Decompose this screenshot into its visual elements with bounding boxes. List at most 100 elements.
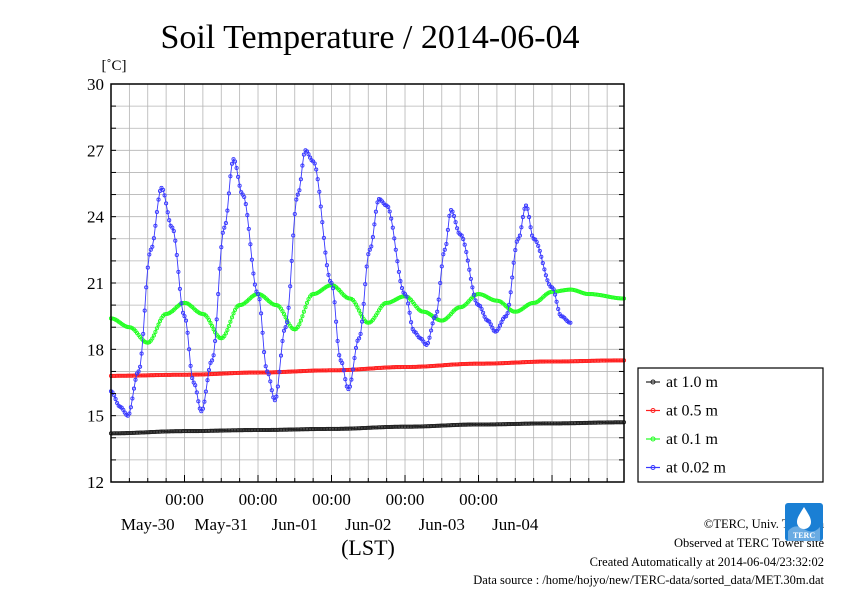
series-point	[277, 369, 282, 374]
series-point	[540, 261, 545, 266]
x-time-tick-label: 00:00	[239, 490, 278, 509]
legend-label: at 0.1 m	[666, 431, 719, 448]
series-point	[315, 177, 320, 182]
series-point	[136, 369, 141, 374]
series-point	[358, 331, 363, 336]
series-point	[361, 301, 366, 306]
series-point	[436, 297, 441, 302]
series-point	[170, 225, 175, 230]
series-point	[278, 353, 284, 358]
series-point	[285, 320, 290, 325]
series-point	[225, 327, 230, 333]
series-point	[390, 225, 395, 230]
series-point	[251, 271, 256, 276]
series-point	[568, 320, 573, 325]
series-point	[363, 282, 368, 287]
series-point	[479, 306, 484, 312]
series-point	[304, 300, 310, 305]
y-tick-label: 15	[87, 407, 104, 426]
series-point	[188, 363, 193, 368]
x-time-tick-label: 00:00	[459, 490, 498, 509]
series-point	[330, 286, 336, 291]
series-point	[392, 236, 397, 241]
series-point	[266, 372, 271, 377]
series-point	[508, 290, 513, 295]
x-date-tick-label: May-31	[194, 515, 248, 534]
series-point	[257, 297, 262, 302]
series-point	[243, 202, 248, 207]
series-point	[399, 286, 405, 291]
series-point	[369, 244, 374, 249]
series-point	[142, 308, 147, 313]
series-point	[444, 241, 449, 247]
terc-logo-text: TERC	[793, 531, 815, 540]
legend-swatch-marker	[650, 436, 656, 442]
series-point	[193, 383, 198, 388]
series-point	[306, 152, 311, 157]
series-point	[435, 309, 440, 314]
series-point	[297, 322, 302, 327]
y-tick-label: 18	[87, 340, 104, 359]
series-point	[226, 323, 231, 329]
series-point	[453, 220, 458, 225]
series-point	[317, 189, 322, 194]
series-point	[150, 244, 155, 249]
data-source-text: Data source : /home/hojyo/new/TERC-data/…	[473, 573, 824, 587]
series-point	[210, 358, 215, 363]
series-point	[205, 378, 210, 383]
series-point	[289, 258, 294, 263]
series-point	[468, 276, 473, 281]
series-point	[268, 379, 273, 384]
series-point	[229, 161, 235, 166]
series-point	[252, 282, 257, 287]
series-point	[467, 267, 472, 272]
series-point	[138, 364, 143, 369]
series-point	[350, 367, 356, 372]
series-point	[139, 351, 144, 356]
legend: at 1.0 m at 0.5 m at 0.1 m at 0.02 m	[637, 367, 824, 483]
series-point	[223, 331, 228, 336]
series-point	[262, 350, 267, 355]
series-point	[465, 258, 470, 263]
series-point	[216, 292, 221, 297]
series-point	[214, 317, 219, 322]
series-point	[173, 238, 178, 243]
series-point	[393, 247, 398, 252]
series-point	[300, 314, 305, 319]
series-point	[556, 306, 561, 312]
series-2	[108, 283, 627, 345]
series-point	[407, 310, 412, 315]
series-point	[364, 264, 369, 269]
series-point	[275, 384, 280, 389]
series-point	[395, 259, 400, 264]
series-point	[232, 159, 238, 164]
series-point	[516, 236, 521, 241]
series-point	[347, 384, 352, 389]
series-point	[335, 338, 340, 344]
series-point	[553, 292, 558, 297]
series-point	[228, 174, 233, 179]
series-point	[148, 247, 153, 252]
series-point	[298, 177, 303, 182]
series-point	[288, 284, 293, 289]
series-point	[301, 309, 306, 314]
series-point	[127, 411, 132, 416]
x-time-tick-label: 00:00	[165, 490, 204, 509]
series-point	[367, 247, 372, 252]
series-point	[234, 165, 239, 171]
series-point	[406, 301, 411, 306]
series-point	[222, 225, 227, 230]
series-point	[530, 233, 535, 238]
series-point	[213, 338, 218, 344]
legend-swatch-marker	[650, 465, 656, 470]
series-point	[510, 275, 515, 280]
series-point	[523, 203, 529, 208]
series-point	[451, 214, 457, 219]
series-point	[528, 225, 533, 230]
y-tick-label: 30	[87, 75, 104, 94]
series-point	[196, 399, 201, 404]
series-point	[286, 305, 291, 310]
legend-swatch-marker	[650, 408, 656, 413]
series-point	[447, 213, 452, 218]
series-point	[349, 377, 354, 382]
